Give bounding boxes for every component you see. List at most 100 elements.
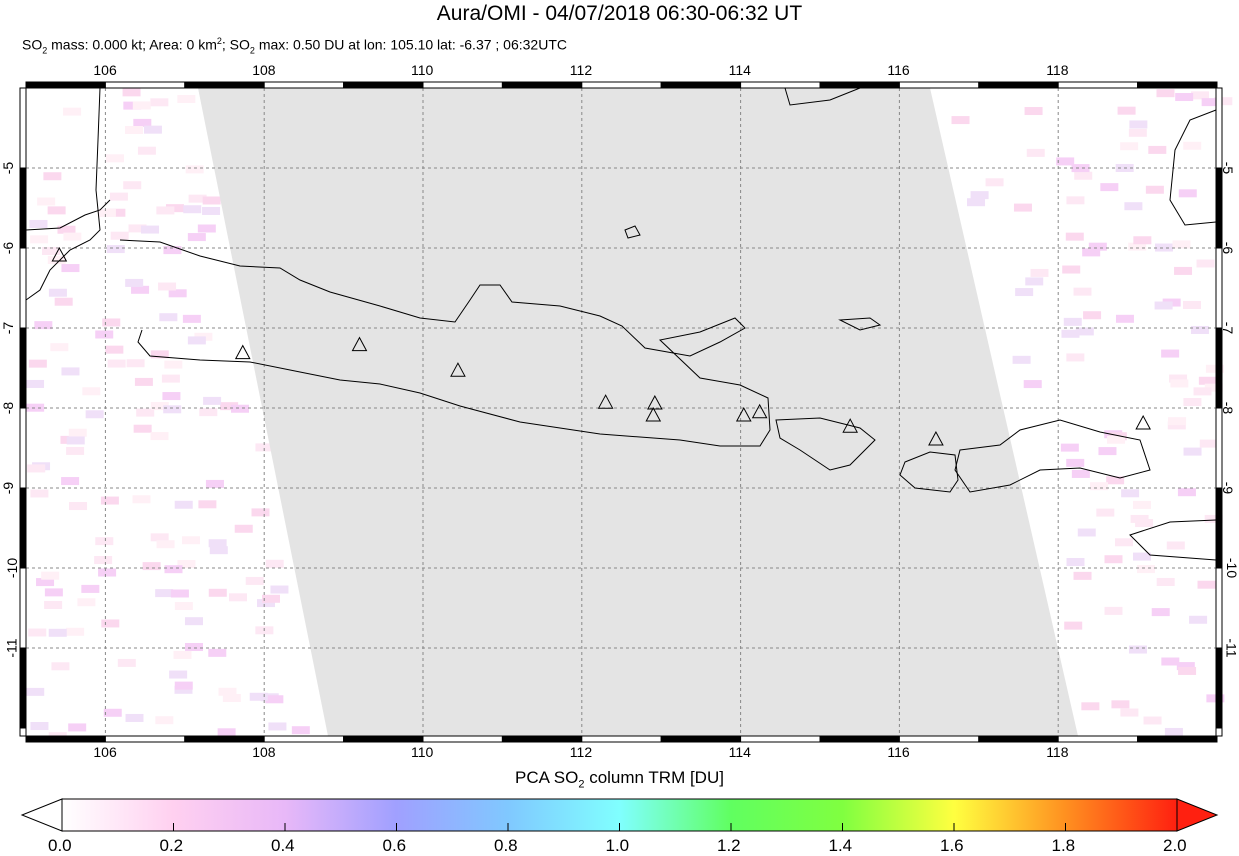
- so2-pixel: [1061, 329, 1080, 338]
- frame-segment: [1137, 735, 1218, 743]
- so2-pixel: [156, 206, 175, 215]
- so2-pixel: [50, 343, 69, 352]
- frame-segment: [1215, 247, 1223, 329]
- lat-tick-label: -9: [0, 481, 17, 495]
- so2-pixel: [1064, 621, 1083, 630]
- lon-tick-label: 106: [93, 744, 117, 760]
- colorbar-tick-label: 1.0: [605, 836, 630, 855]
- so2-pixel: [1026, 148, 1045, 157]
- so2-pixel: [177, 560, 196, 569]
- colorbar-under-arrow: [20, 798, 63, 832]
- so2-pixel: [125, 126, 144, 135]
- so2-pixel: [1154, 301, 1173, 310]
- lon-tick-label: 108: [252, 744, 276, 760]
- frame-segment: [184, 81, 265, 89]
- lon-tick-label: 116: [887, 62, 910, 78]
- frame-segment: [898, 81, 980, 89]
- so2-pixel: [27, 464, 46, 473]
- so2-pixel: [1151, 608, 1170, 617]
- so2-pixel: [133, 424, 152, 433]
- lon-tick-label: 106: [93, 62, 117, 78]
- so2-pixel: [1189, 615, 1208, 624]
- so2-pixel: [30, 489, 49, 498]
- frame-segment: [263, 735, 345, 743]
- so2-pixel: [1090, 482, 1109, 491]
- so2-pixel: [168, 289, 187, 298]
- so2-pixel: [1183, 141, 1202, 150]
- so2-pixel: [1063, 317, 1082, 326]
- so2-pixel: [51, 662, 70, 671]
- so2-pixel: [94, 556, 113, 565]
- so2-pixel: [185, 165, 204, 174]
- so2-pixel: [61, 477, 80, 486]
- frame-segment: [19, 327, 27, 409]
- so2-pixel: [967, 198, 986, 207]
- so2-pixel: [137, 146, 156, 155]
- so2-pixel: [1073, 571, 1092, 580]
- so2-pixel: [170, 589, 189, 598]
- so2-pixel: [41, 246, 60, 255]
- so2-pixel: [1077, 528, 1096, 537]
- so2-pixel: [174, 685, 193, 694]
- so2-pixel: [1083, 311, 1102, 320]
- frame-segment: [501, 81, 583, 89]
- so2-pixel: [1161, 657, 1180, 666]
- colorbar-tick-label: 0.4: [271, 836, 295, 855]
- so2-pixel: [1176, 662, 1195, 671]
- frame-segment: [819, 735, 900, 743]
- frame-segment: [581, 735, 662, 743]
- so2-pixel: [1178, 666, 1197, 675]
- so2-pixel: [1056, 157, 1075, 166]
- so2-pixel: [1143, 716, 1162, 725]
- so2-pixel: [222, 693, 241, 702]
- lat-tick-label: -5: [0, 161, 17, 175]
- so2-pixel: [1062, 265, 1081, 274]
- frame-segment: [104, 735, 186, 743]
- so2-pixel: [142, 562, 161, 571]
- so2-pixel: [1066, 458, 1085, 467]
- so2-pixel: [131, 285, 150, 294]
- so2-pixel: [162, 392, 181, 401]
- so2-pixel: [1201, 98, 1220, 107]
- so2-pixel: [95, 330, 114, 339]
- colorbar-tick-label: 1.8: [1051, 836, 1076, 855]
- so2-pixel: [95, 537, 114, 546]
- so2-pixel: [132, 495, 151, 504]
- frame-segment: [25, 81, 106, 89]
- so2-pixel: [1183, 398, 1202, 407]
- so2-pixel: [68, 428, 87, 437]
- volcano-icon: [234, 344, 251, 360]
- so2-pixel: [1206, 694, 1225, 703]
- lon-tick-label: 118: [1046, 62, 1069, 78]
- so2-pixel: [1175, 93, 1194, 102]
- so2-pixel: [30, 722, 49, 731]
- so2-pixel: [150, 432, 169, 441]
- so2-pixel: [156, 540, 175, 549]
- frame-segment: [1137, 81, 1218, 89]
- so2-pixel: [234, 524, 253, 533]
- frame-segment: [19, 407, 27, 489]
- so2-pixel: [1164, 727, 1183, 736]
- so2-pixel: [61, 367, 80, 376]
- so2-pixel: [1174, 266, 1193, 275]
- so2-pixel: [202, 206, 221, 215]
- so2-pixel: [1100, 183, 1119, 192]
- so2-pixel: [1024, 107, 1043, 116]
- frame-segment: [263, 81, 345, 89]
- so2-pixel: [164, 565, 183, 574]
- so2-pixel: [125, 713, 144, 722]
- lat-tick-label: -8: [0, 401, 17, 415]
- volcano-markers: [51, 246, 1151, 446]
- so2-pixel: [218, 687, 237, 696]
- so2-pixel: [37, 197, 56, 206]
- frame-segment: [898, 735, 980, 743]
- so2-pixel: [1161, 349, 1180, 358]
- so2-pixel: [163, 246, 182, 255]
- so2-pixel: [69, 502, 88, 511]
- so2-pixel: [1088, 242, 1107, 251]
- so2-pixel: [28, 359, 47, 368]
- so2-pixel: [81, 584, 100, 593]
- so2-pixel: [77, 598, 96, 607]
- frame-segment: [25, 735, 106, 743]
- so2-pixel: [1148, 145, 1167, 154]
